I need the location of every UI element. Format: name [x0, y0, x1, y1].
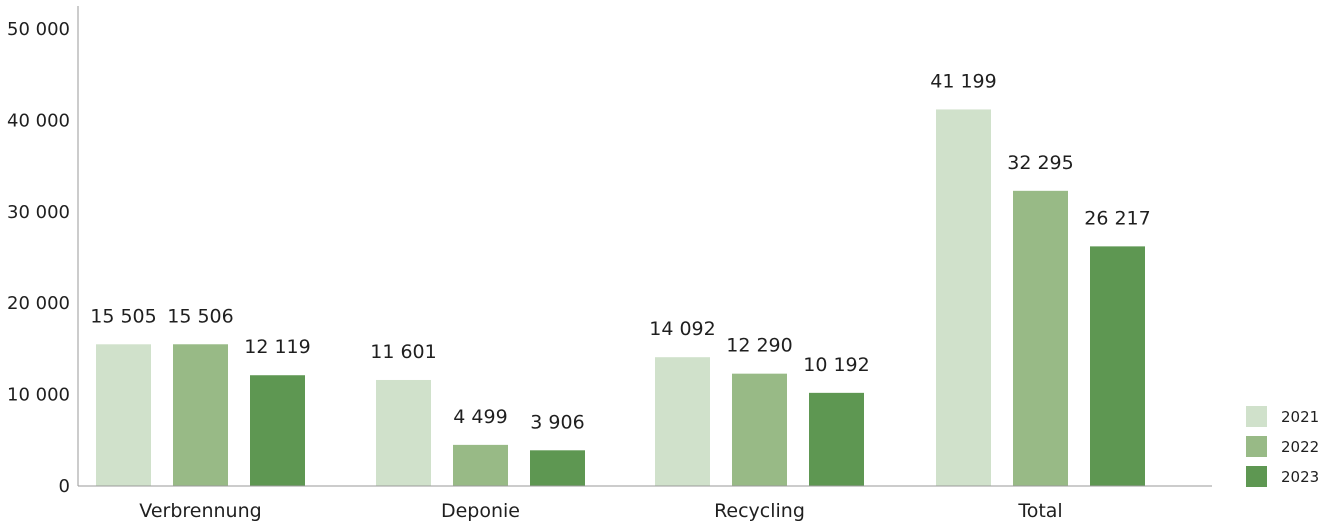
legend-label-2022: 2022: [1281, 438, 1319, 456]
legend: 2021 2022 2023: [1246, 406, 1319, 487]
legend-swatch-2021: [1246, 406, 1267, 427]
legend-label-2021: 2021: [1281, 408, 1319, 426]
y-tick-label: 40 000: [7, 110, 70, 131]
bar-deponie-2021: [376, 379, 431, 486]
data-labels: 15 505 15 506 12 119 11 601 4 499 3 906 14 092…: [90, 70, 1150, 433]
data-label: 10 192: [803, 354, 869, 376]
bar-verbrennung-2021: [96, 344, 151, 486]
data-label: 12 290: [726, 335, 792, 357]
bar-deponie-2023: [530, 450, 585, 486]
x-tick-label: Recycling: [714, 500, 805, 521]
y-tick-label: 50 000: [7, 19, 70, 40]
data-label: 15 505: [90, 305, 156, 327]
x-tick-label: Total: [1017, 500, 1062, 521]
data-label: 26 217: [1084, 207, 1150, 229]
legend-swatch-2023: [1246, 466, 1267, 487]
data-label: 11 601: [370, 341, 436, 363]
bar-total-2021: [936, 109, 991, 487]
y-axis: 0 10 000 20 000 30 000 40 000 50 000: [7, 6, 79, 497]
data-label: 15 506: [167, 305, 233, 327]
data-label: 14 092: [649, 318, 715, 340]
data-label: 12 119: [244, 336, 310, 358]
legend-label-2023: 2023: [1281, 468, 1319, 486]
data-label: 32 295: [1007, 152, 1073, 174]
x-axis: Verbrennung Deponie Recycling Total: [78, 485, 1212, 521]
y-tick-label: 10 000: [7, 385, 70, 406]
data-label: 4 499: [453, 406, 507, 428]
y-tick-label: 0: [59, 476, 70, 497]
legend-swatch-2022: [1246, 436, 1267, 457]
bar-total-2022: [1013, 190, 1068, 486]
data-label: 3 906: [530, 411, 584, 433]
bar-group: [96, 109, 1145, 487]
data-label: 41 199: [930, 70, 996, 92]
bar-verbrennung-2023: [250, 375, 305, 486]
bar-verbrennung-2022: [173, 344, 228, 486]
y-tick-label: 20 000: [7, 293, 70, 314]
x-tick-label: Deponie: [441, 500, 520, 521]
bar-total-2023: [1090, 246, 1145, 486]
x-tick-label: Verbrennung: [139, 500, 261, 521]
bar-recycling-2023: [809, 392, 864, 486]
bar-deponie-2022: [453, 444, 508, 486]
bar-recycling-2021: [655, 357, 710, 486]
bar-recycling-2022: [732, 373, 787, 486]
y-tick-label: 30 000: [7, 202, 70, 223]
